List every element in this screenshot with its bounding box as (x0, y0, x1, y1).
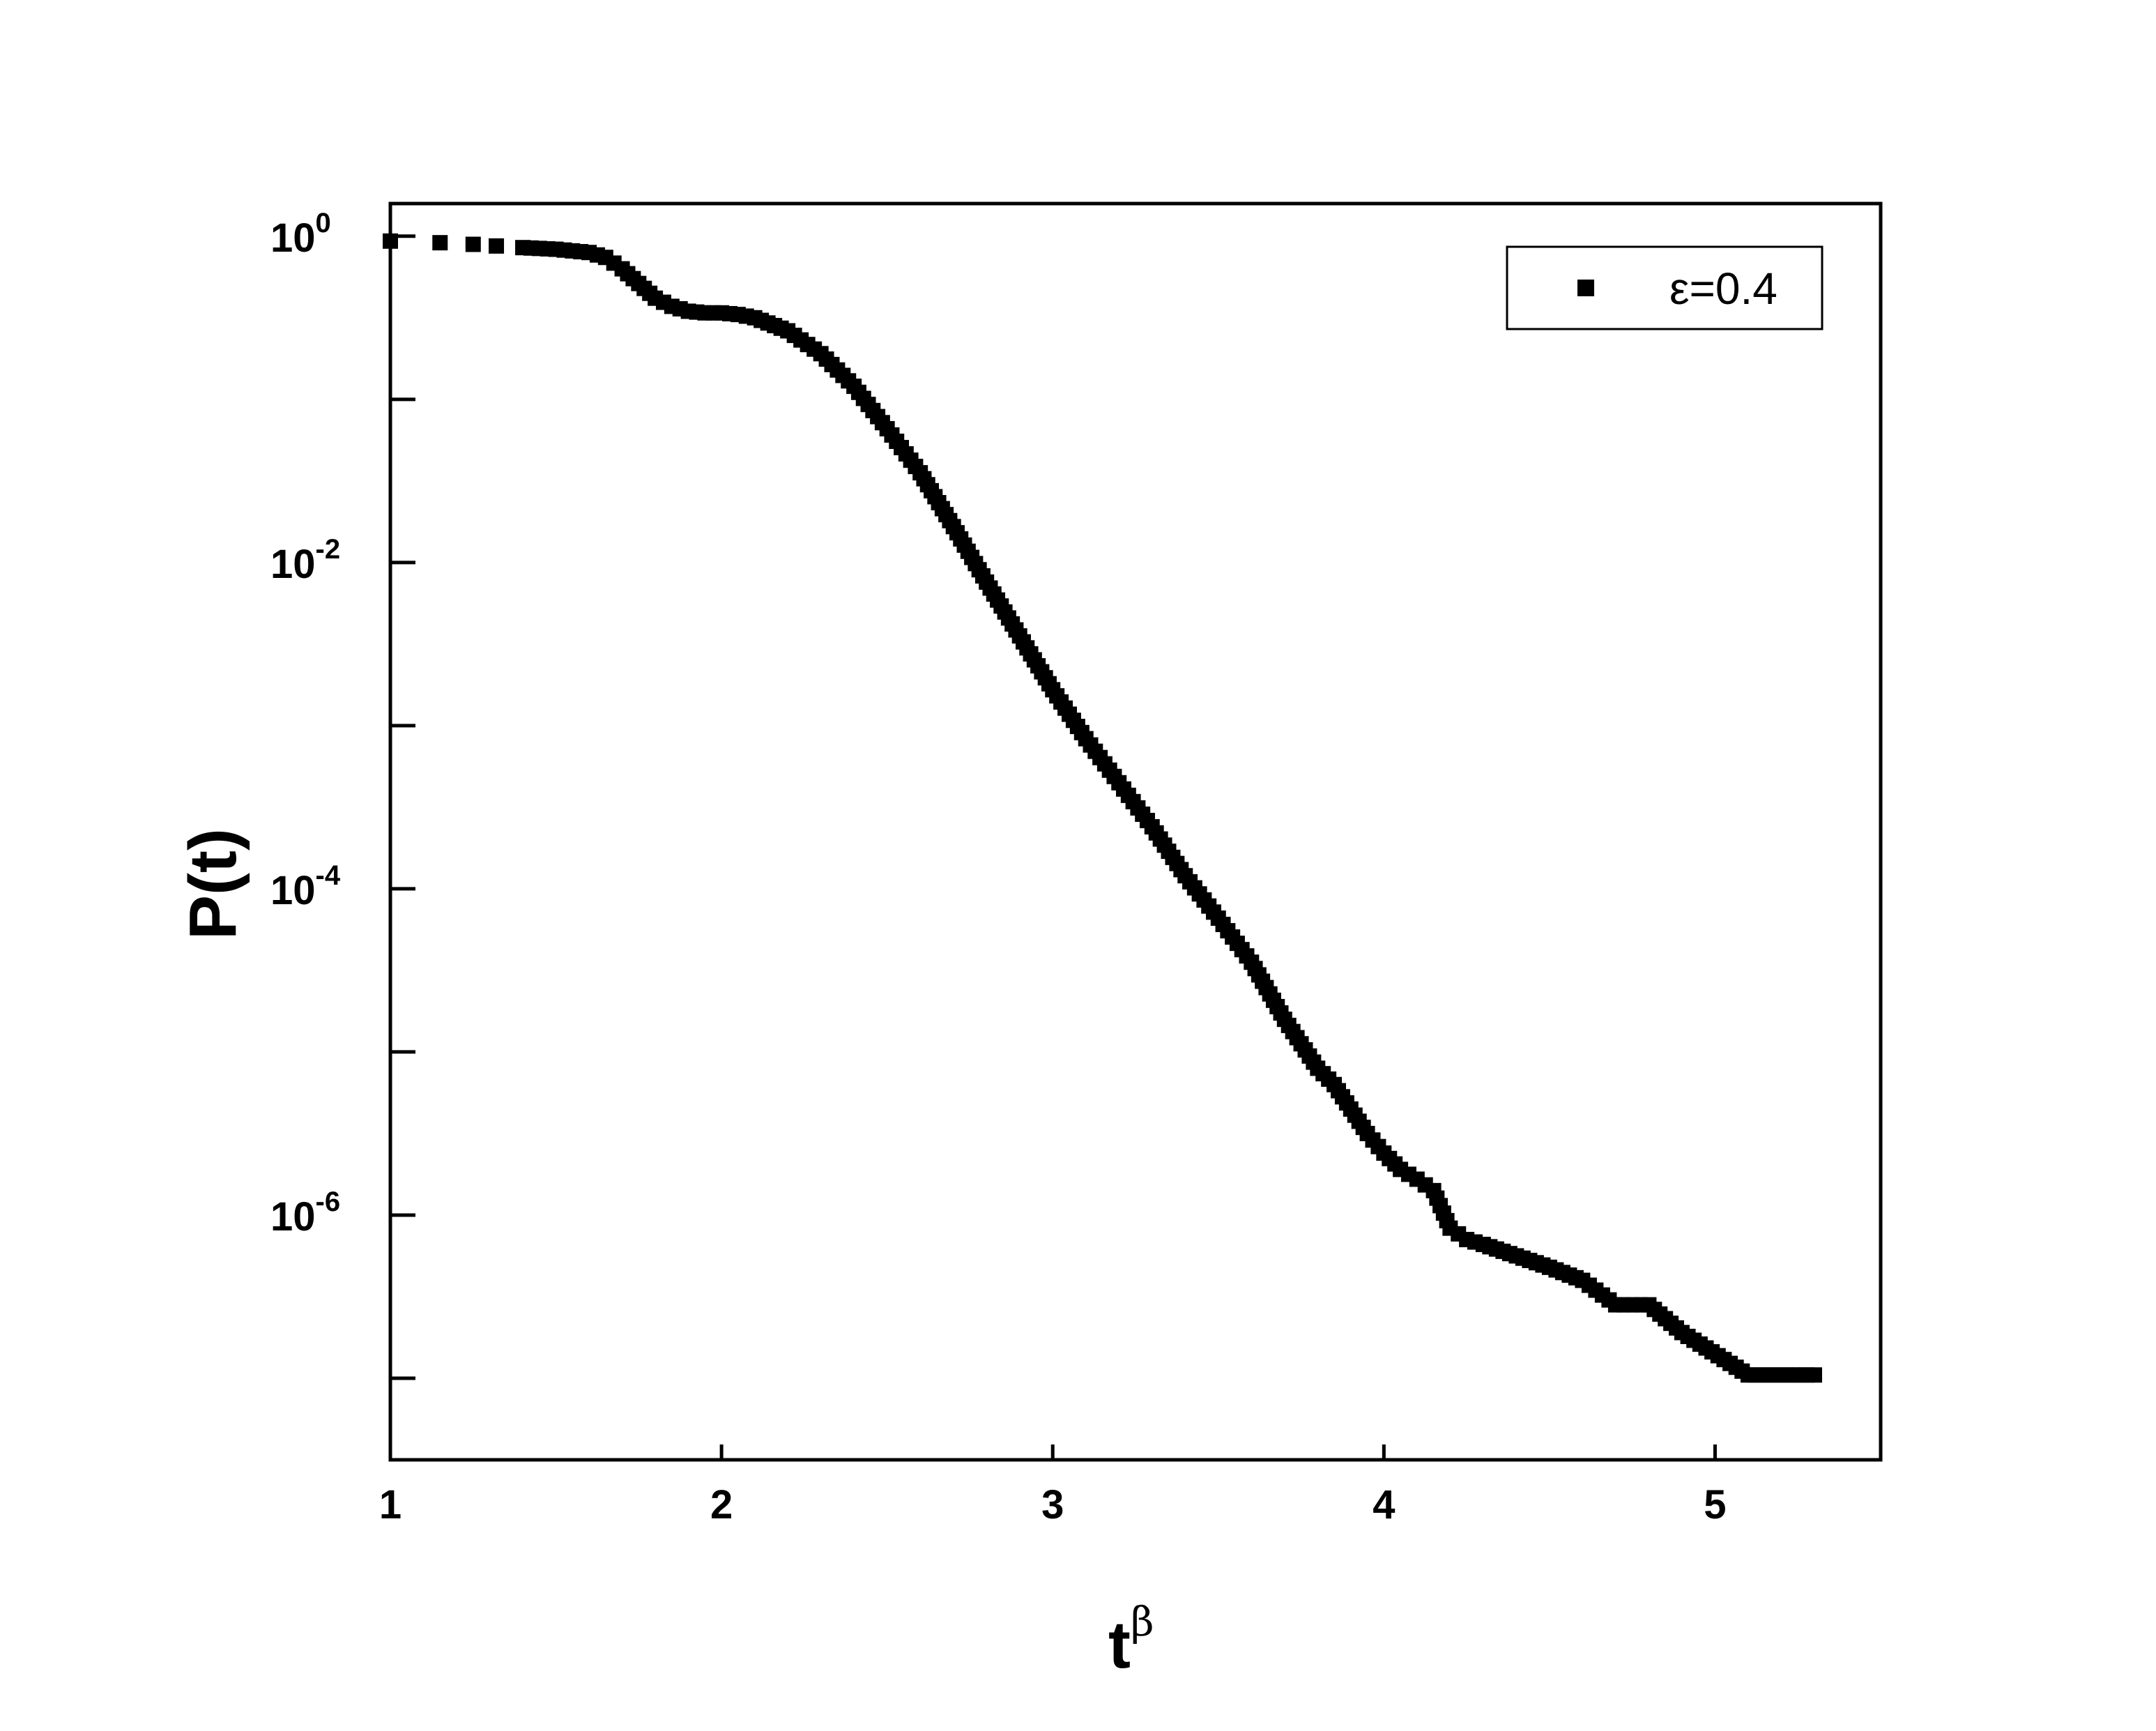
data-point (465, 236, 481, 252)
legend-label: ε=0.4 (1669, 264, 1777, 314)
x-tick-label: 5 (1704, 1482, 1726, 1527)
y-axis-title: P(t) (176, 828, 250, 940)
legend-marker (1577, 280, 1594, 296)
plot-frame (388, 201, 1883, 1462)
data-point (432, 235, 448, 251)
data-point (1806, 1367, 1822, 1383)
legend: ε=0.4 (1506, 245, 1824, 330)
x-tick-label: 2 (710, 1482, 733, 1527)
x-axis-title-superscript: β (1131, 1598, 1154, 1645)
x-axis-ticks: 1 2 3 4 5 (379, 1444, 1727, 1527)
y-axis-ticks: 100 10-2 10-4 10-6 (270, 208, 415, 1380)
y-tick-label: 10-6 (270, 1187, 340, 1240)
x-tick-label: 4 (1373, 1482, 1395, 1527)
y-tick-label: 10-2 (270, 534, 340, 587)
x-axis-title-base: t (1108, 1608, 1131, 1682)
legend-box (1506, 245, 1824, 330)
x-tick-label: 1 (379, 1482, 402, 1527)
x-axis-title: tβ (1108, 1598, 1154, 1682)
data-point (489, 238, 505, 254)
y-tick-label: 100 (270, 208, 331, 261)
y-tick-label: 10-4 (270, 860, 341, 913)
series-points (383, 233, 1822, 1383)
data-point (383, 233, 398, 249)
x-tick-label: 3 (1041, 1482, 1064, 1527)
